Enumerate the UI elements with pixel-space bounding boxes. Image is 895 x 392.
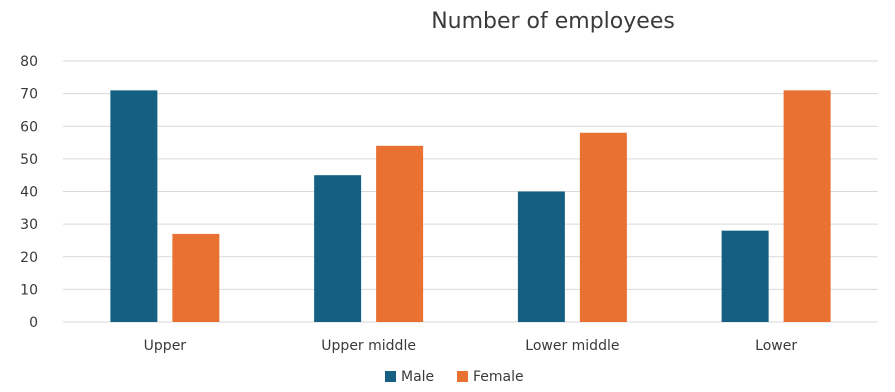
bar-male-lower [721,230,769,322]
bars [110,90,831,322]
y-tick-label: 10 [20,282,38,298]
bar-male-upper-middle [314,175,362,322]
legend-label-female: Female [473,369,524,385]
y-tick-label: 0 [29,315,38,331]
legend-label-male: Male [401,369,434,385]
chart-title: Number of employees [431,9,675,34]
bar-female-lower [783,90,831,322]
y-tick-label: 50 [20,152,38,168]
x-tick-label: Lower middle [525,338,619,354]
x-axis-ticks: Upper Upper middle Lower middle Lower [144,338,798,354]
legend-swatch-male [385,371,396,382]
y-tick-label: 40 [20,185,38,201]
x-tick-label: Upper [144,338,187,354]
bar-male-lower-middle [517,191,565,322]
bar-female-upper-middle [376,145,424,322]
y-tick-label: 60 [20,119,38,135]
y-tick-label: 80 [20,54,38,70]
bar-female-lower-middle [579,132,627,322]
legend-swatch-female [457,371,468,382]
bar-female-upper [172,233,220,322]
bar-male-upper [110,90,158,322]
x-tick-label: Upper middle [321,338,416,354]
y-tick-label: 30 [20,217,38,233]
y-tick-label: 20 [20,250,38,266]
y-tick-label: 70 [20,87,38,103]
legend: Male Female [385,369,524,385]
y-axis-ticks: 0 10 20 30 40 50 60 70 80 [20,54,38,331]
x-tick-label: Lower [755,338,797,354]
